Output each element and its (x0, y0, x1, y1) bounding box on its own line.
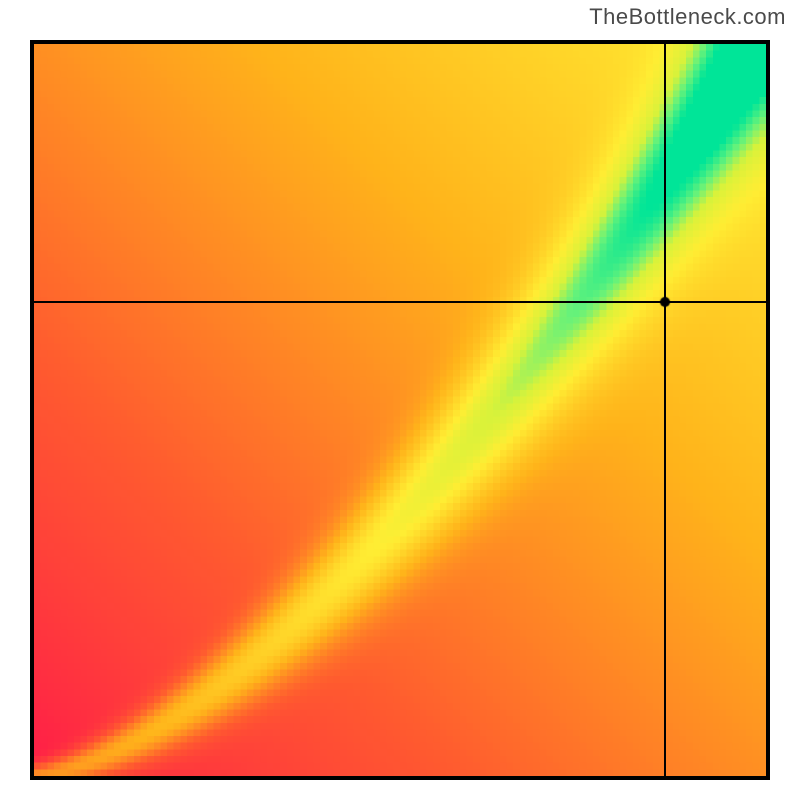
heatmap-canvas (34, 44, 766, 776)
attribution-text: TheBottleneck.com (589, 4, 786, 30)
chart-container: TheBottleneck.com (0, 0, 800, 800)
crosshair-horizontal (34, 301, 766, 303)
crosshair-vertical (664, 44, 666, 776)
heatmap-plot (30, 40, 770, 780)
